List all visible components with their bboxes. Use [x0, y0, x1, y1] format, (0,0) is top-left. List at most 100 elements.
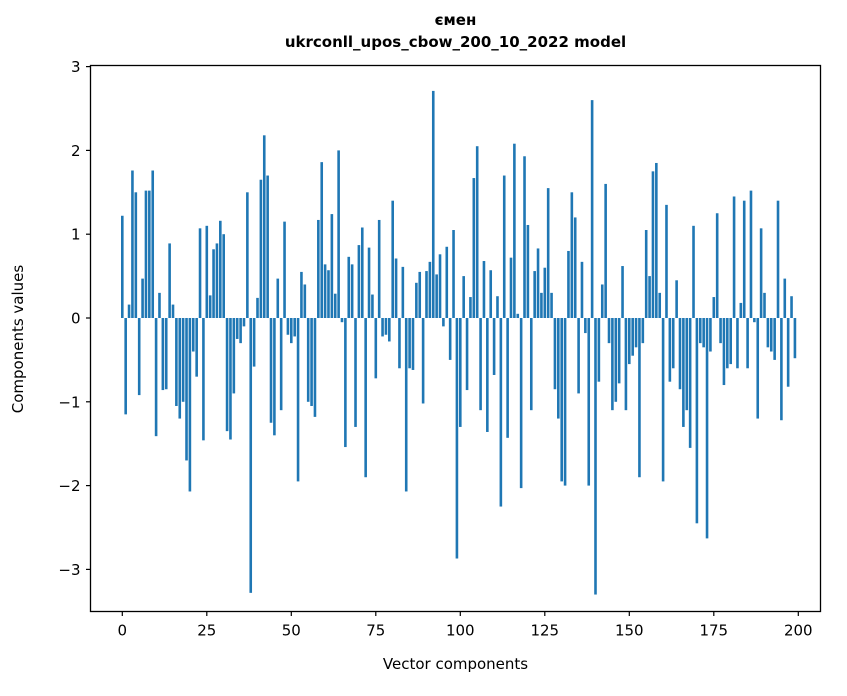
bar [425, 271, 428, 318]
bar [418, 271, 422, 318]
bar [523, 156, 526, 318]
bar [482, 261, 486, 318]
bar [283, 221, 286, 318]
x-tick-label: 0 [118, 622, 128, 640]
bar [543, 267, 547, 318]
bar [337, 150, 340, 318]
bar [317, 219, 320, 318]
bar [452, 230, 455, 318]
x-tick-label: 100 [446, 622, 475, 640]
chart-title: ємен [434, 11, 477, 29]
bar [553, 318, 557, 390]
bar [171, 304, 175, 318]
bar [242, 318, 246, 327]
bar [215, 243, 219, 318]
bar [550, 292, 553, 318]
bar [590, 100, 594, 319]
bar [330, 214, 334, 318]
bar [442, 318, 445, 327]
bar [776, 200, 780, 318]
bar [357, 245, 361, 318]
bar [783, 278, 787, 318]
bar [191, 318, 195, 352]
bar [678, 318, 682, 390]
bar [256, 297, 259, 318]
bar [628, 318, 631, 365]
y-tick-label: −3 [58, 561, 80, 579]
bar [411, 318, 415, 370]
bar [665, 204, 668, 318]
bar [573, 217, 577, 318]
bar [736, 318, 739, 369]
bar [455, 318, 459, 559]
bar [529, 318, 533, 411]
bar [164, 318, 168, 390]
bar [469, 297, 472, 318]
bar [158, 292, 161, 318]
bar [499, 318, 503, 507]
bar [614, 318, 618, 402]
bar [178, 318, 182, 419]
bar [526, 224, 530, 318]
x-tick-label: 25 [197, 622, 216, 640]
bar [198, 228, 202, 318]
bar [709, 318, 712, 352]
y-tick-label: −2 [58, 477, 80, 495]
bar [715, 213, 719, 318]
bar [398, 318, 401, 369]
bar [475, 146, 479, 318]
bar [246, 192, 249, 318]
x-tick-label: 125 [530, 622, 559, 640]
bar [759, 228, 763, 318]
bar [374, 318, 378, 379]
bar [692, 225, 695, 318]
bar [638, 318, 641, 478]
bar [513, 143, 516, 318]
bar [151, 170, 155, 318]
bar [560, 318, 563, 482]
bar [229, 318, 232, 440]
bar [540, 292, 543, 318]
bar [320, 162, 324, 318]
bar [655, 162, 658, 318]
bar [415, 282, 418, 318]
bar [661, 318, 665, 482]
bar [739, 302, 743, 318]
bar [333, 293, 337, 318]
bar [698, 318, 702, 344]
bar [773, 318, 776, 360]
bar [472, 178, 476, 318]
bar [726, 318, 729, 369]
bar [384, 318, 388, 335]
bar [354, 318, 357, 427]
bar [492, 318, 496, 375]
bar [594, 318, 597, 595]
bar [286, 318, 290, 335]
bar [753, 318, 756, 323]
bar [563, 318, 567, 486]
bar [323, 264, 327, 318]
bar [175, 318, 178, 406]
bar [600, 284, 604, 318]
bar [756, 318, 760, 419]
x-tick-label: 200 [784, 622, 813, 640]
bar [249, 318, 253, 593]
bar [742, 200, 746, 318]
bar [793, 318, 797, 359]
bar [141, 278, 144, 318]
bar [401, 266, 405, 318]
bar [668, 318, 672, 382]
bar [300, 271, 303, 318]
bar [269, 318, 273, 423]
plot-frame [89, 64, 822, 613]
bar [448, 318, 452, 360]
bar [431, 90, 435, 319]
bar [168, 243, 171, 318]
bar [712, 297, 716, 318]
bar [313, 318, 317, 417]
bar [766, 318, 770, 348]
bar [134, 192, 138, 318]
bar [611, 318, 614, 411]
bar [202, 318, 205, 441]
bar [465, 318, 469, 391]
